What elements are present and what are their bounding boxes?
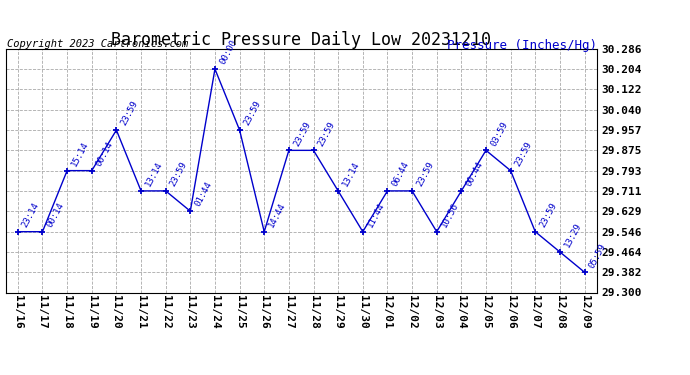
- Text: 13:14: 13:14: [144, 160, 164, 188]
- Text: 23:59: 23:59: [538, 201, 559, 229]
- Text: 13:29: 13:29: [562, 221, 583, 249]
- Text: 23:59: 23:59: [119, 99, 140, 127]
- Text: 00:44: 00:44: [464, 160, 484, 188]
- Text: 00:14: 00:14: [46, 201, 66, 229]
- Text: 00:14: 00:14: [95, 140, 115, 168]
- Text: Copyright 2023 Cartronics.com: Copyright 2023 Cartronics.com: [7, 39, 188, 50]
- Text: 23:14: 23:14: [21, 201, 41, 229]
- Title: Barometric Pressure Daily Low 20231210: Barometric Pressure Daily Low 20231210: [111, 31, 491, 49]
- Text: 14:44: 14:44: [267, 201, 288, 229]
- Text: 13:14: 13:14: [341, 160, 362, 188]
- Text: 06:44: 06:44: [391, 160, 411, 188]
- Text: 11:44: 11:44: [366, 201, 386, 229]
- Text: 23:59: 23:59: [168, 160, 189, 188]
- Text: 23:59: 23:59: [242, 99, 263, 127]
- Text: 23:59: 23:59: [316, 120, 337, 148]
- Text: 03:59: 03:59: [489, 120, 509, 148]
- Text: 00:00: 00:00: [218, 38, 238, 66]
- Text: 23:59: 23:59: [292, 120, 312, 148]
- Text: Pressure (Inches/Hg): Pressure (Inches/Hg): [447, 39, 597, 53]
- Text: 23:59: 23:59: [513, 140, 534, 168]
- Text: 01:44: 01:44: [193, 180, 214, 209]
- Text: 05:59: 05:59: [587, 242, 608, 270]
- Text: 15:14: 15:14: [70, 140, 90, 168]
- Text: 23:59: 23:59: [415, 160, 435, 188]
- Text: 10:56: 10:56: [440, 201, 460, 229]
